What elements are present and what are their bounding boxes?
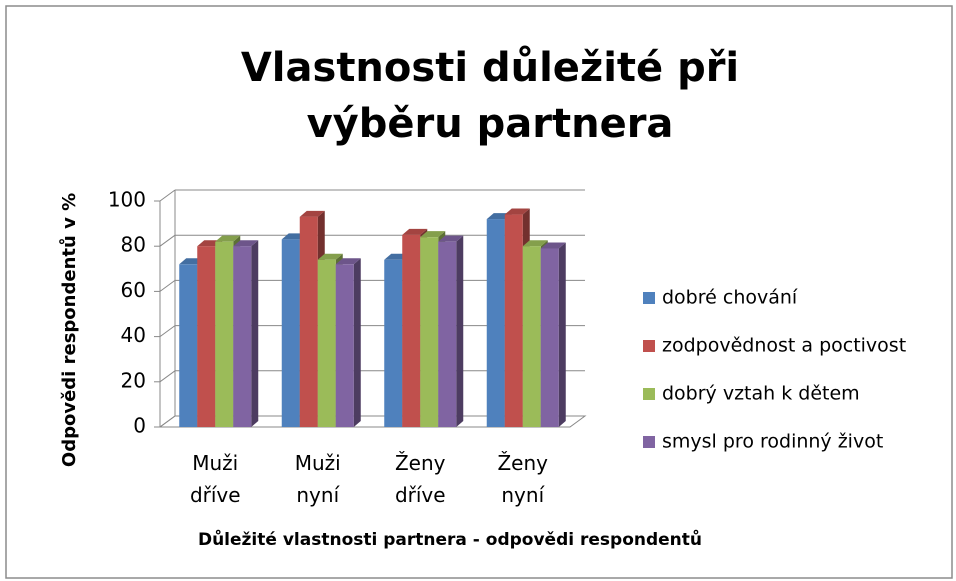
legend-swatch (643, 388, 655, 400)
legend-label: smysl pro rodinný život (662, 431, 883, 453)
bar-side (353, 258, 361, 427)
legend-label: zodpovědnost a poctivost (662, 335, 906, 357)
grid-line (159, 370, 176, 383)
x-tick-label: Muži nyní (294, 451, 341, 507)
bar (233, 246, 252, 427)
chart-title: Vlastnosti důležité při výběru partnera (240, 45, 740, 147)
bar (179, 264, 198, 427)
bar (197, 246, 216, 427)
bar-top (438, 235, 464, 242)
y-tick-label: 0 (133, 414, 146, 438)
x-tick-label: Muži dříve (189, 451, 241, 507)
bar-top (335, 258, 361, 265)
bar-side (251, 240, 259, 427)
legend-label: dobrý vztah k dětem (662, 383, 860, 405)
bar-top (299, 210, 325, 217)
x-tick-label: Ženy nyní (497, 451, 549, 507)
bar-top (540, 242, 566, 249)
grid-line (159, 234, 176, 247)
bar (504, 214, 523, 427)
y-axis-title: Odpovědi respondentů v % (58, 193, 80, 467)
bar (281, 239, 300, 427)
legend-swatch (643, 292, 655, 304)
bar-side (456, 235, 464, 427)
x-tick-label: Ženy dříve (394, 451, 446, 507)
bar-side (558, 242, 566, 427)
bar (486, 219, 505, 427)
bar (299, 216, 318, 427)
bar (540, 248, 559, 427)
bar-top (233, 240, 259, 247)
bar-top (522, 240, 548, 247)
bar (335, 264, 354, 427)
y-tick-label: 100 (108, 188, 146, 212)
bar (522, 246, 541, 427)
legend-swatch (643, 340, 655, 352)
bar (215, 241, 234, 427)
bar-top (317, 253, 343, 260)
y-tick-label: 60 (121, 278, 146, 302)
legend-swatch (643, 436, 655, 448)
legend-label: dobré chování (662, 287, 798, 309)
grid-line (159, 279, 176, 292)
x-axis-title: Důležité vlastnosti partnera - odpovědi … (198, 528, 702, 550)
chart-border (5, 5, 953, 579)
grid-line (159, 189, 176, 202)
bar-top (402, 228, 428, 235)
bar (438, 241, 457, 427)
y-tick-label: 40 (121, 323, 146, 347)
y-tick-label: 20 (121, 368, 146, 392)
bar-top (504, 208, 530, 215)
bar (402, 234, 421, 427)
y-tick-label: 80 (121, 233, 146, 257)
bar (420, 237, 439, 427)
title-box: Vlastnosti důležité při výběru partnera (240, 45, 740, 147)
grid-line (159, 415, 176, 428)
bar (317, 259, 336, 427)
bar (384, 259, 403, 427)
bar-top (420, 231, 446, 238)
bar-top (215, 235, 241, 242)
grid-line (159, 325, 176, 338)
